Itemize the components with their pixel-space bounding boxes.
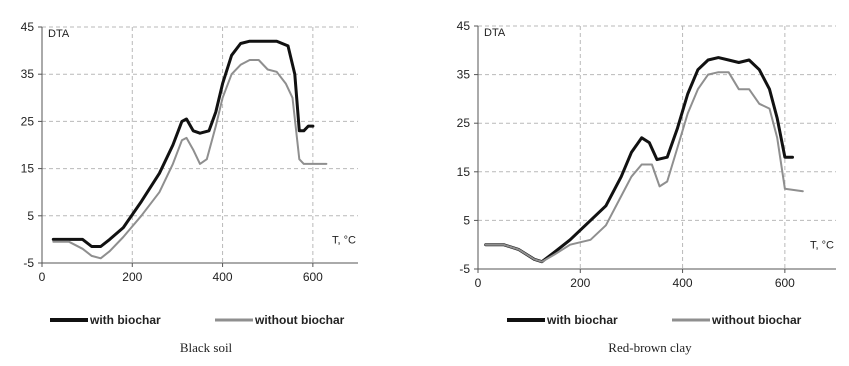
x-tick-label: 0 — [39, 270, 46, 284]
series-line-without-biochar — [484, 71, 804, 263]
series-line-with-biochar — [51, 39, 315, 248]
legend: with biochar without biochar — [50, 313, 345, 327]
y-tick-label: -5 — [459, 262, 470, 276]
legend-label: with biochar — [89, 313, 161, 327]
x-tick-label: 600 — [303, 270, 323, 284]
y-tick-label: 25 — [457, 116, 471, 130]
x-tick-label: 400 — [213, 270, 233, 284]
y-tick-label: 5 — [463, 213, 470, 227]
panel-caption: Black soil — [180, 340, 233, 355]
y-tick-label: 35 — [457, 68, 471, 82]
y-tick-label: 35 — [21, 67, 35, 81]
y-tick-label: 25 — [21, 114, 35, 128]
chart-panel-1: -5 5 15 25 35 45 0 200 400 600 DTA T, °C with biocha… — [21, 20, 358, 355]
x-tick-label: 200 — [122, 270, 142, 284]
legend-label: without biochar — [711, 313, 802, 327]
y-tick-label: 45 — [21, 20, 35, 34]
series-line-with-biochar — [484, 56, 794, 264]
legend-label: without biochar — [254, 313, 345, 327]
legend: with biochar without biochar — [507, 313, 802, 327]
x-tick-label: 200 — [570, 276, 590, 290]
x-axis-title: T, °C — [810, 240, 834, 252]
series-line-without-biochar — [52, 59, 328, 260]
y-axis-title: DTA — [484, 27, 506, 39]
x-tick-label: 600 — [775, 276, 795, 290]
legend-label: with biochar — [546, 313, 618, 327]
y-tick-label: 45 — [457, 19, 471, 33]
x-axis-title: T, °C — [332, 234, 356, 246]
y-axis-title: DTA — [48, 28, 70, 40]
y-tick-label: 15 — [457, 165, 471, 179]
y-tick-label: 5 — [27, 209, 34, 223]
y-tick-label: -5 — [23, 256, 34, 270]
y-tick-label: 15 — [21, 162, 35, 176]
x-tick-label: 400 — [673, 276, 693, 290]
panel-caption: Red-brown clay — [608, 340, 692, 355]
chart-panel-2: -5 5 15 25 35 45 0 200 400 600 DTA T, °C with biocha… — [457, 19, 836, 355]
x-tick-label: 0 — [475, 276, 482, 290]
